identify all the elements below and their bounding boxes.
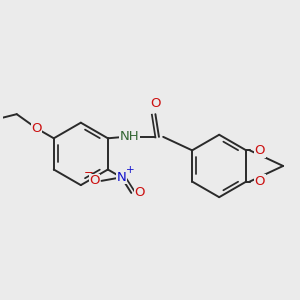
- Text: NH: NH: [119, 130, 139, 143]
- Text: +: +: [126, 165, 134, 175]
- Text: O: O: [135, 186, 145, 200]
- Text: O: O: [89, 174, 100, 188]
- Text: −: −: [84, 166, 94, 179]
- Text: N: N: [116, 171, 126, 184]
- Text: O: O: [254, 144, 265, 157]
- Text: O: O: [150, 97, 160, 110]
- Text: O: O: [31, 122, 42, 135]
- Text: O: O: [254, 175, 265, 188]
